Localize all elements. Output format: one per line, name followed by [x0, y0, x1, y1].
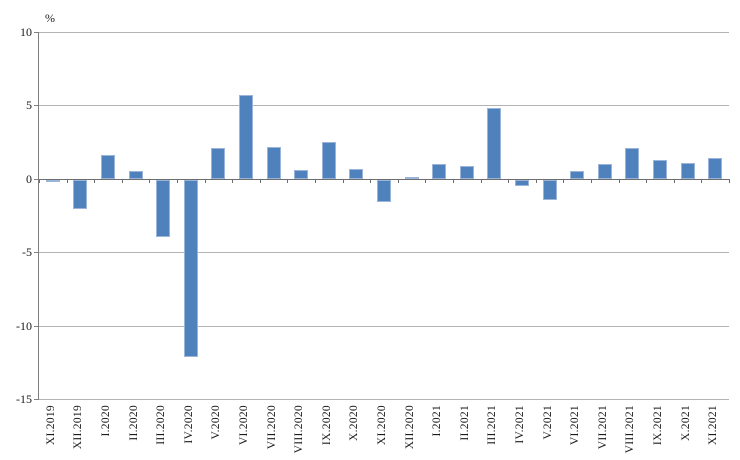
y-axis-tick: [34, 252, 39, 254]
x-axis-tick: [563, 178, 565, 183]
x-axis-tick: [232, 178, 234, 183]
x-axis-label: X.2021: [679, 405, 692, 441]
bar: [183, 179, 198, 358]
y-axis-label: -10: [16, 318, 32, 333]
x-axis-tick: [177, 178, 178, 183]
x-axis-tick: [618, 178, 620, 183]
bar: [542, 179, 557, 201]
bar: [266, 146, 281, 179]
x-axis-tick: [397, 178, 399, 183]
x-axis-tick: [370, 178, 372, 183]
bar: [680, 162, 695, 179]
x-axis-label: IX.2021: [652, 405, 664, 446]
x-axis-label: I.2020: [100, 405, 112, 437]
y-axis-tick: [34, 325, 39, 327]
x-axis-tick: [94, 178, 96, 183]
y-axis-line: [38, 32, 39, 399]
x-axis-tick: [39, 178, 40, 183]
x-axis-label: VI.2020: [238, 405, 250, 446]
bar: [101, 155, 115, 179]
x-axis-label: V.2021: [541, 405, 554, 440]
x-axis-tick: [121, 178, 123, 183]
x-axis-tick: [535, 178, 537, 183]
y-axis-label: 10: [20, 25, 32, 39]
y-axis-unit-label: %: [45, 11, 55, 25]
bar: [515, 179, 529, 186]
bar: [570, 171, 585, 179]
plot-area: % 10 5 0 -5 -10 -15 XI.2019 XII.2019 I.2020 II.20…: [16, 11, 730, 453]
x-axis-tick: [673, 178, 675, 183]
x-axis-label: XII.2020: [403, 405, 416, 450]
bar: [625, 147, 640, 179]
x-axis-tick: [149, 178, 151, 183]
x-axis-tick: [66, 178, 68, 183]
x-axis-tick: [204, 178, 206, 183]
x-axis-label: VIII.2021: [624, 405, 637, 454]
x-axis-tick: [342, 178, 344, 183]
bar: [73, 179, 88, 210]
x-axis-tick: [646, 178, 648, 183]
gridline: [39, 252, 729, 254]
bar: [156, 179, 171, 238]
bar: [45, 179, 60, 182]
bar: [239, 95, 253, 179]
bar: [708, 158, 723, 179]
x-axis-label: X.2020: [348, 405, 361, 441]
x-axis-tick: [701, 178, 703, 183]
y-axis-tick: [34, 178, 39, 180]
x-axis-tick: [425, 178, 427, 183]
gridline: [39, 105, 729, 107]
bar: [128, 171, 143, 179]
bar: [459, 165, 474, 179]
y-axis-label: 5: [26, 98, 32, 113]
bar: [653, 159, 667, 179]
bar: [321, 142, 336, 179]
x-axis-tick: [508, 178, 510, 183]
bar: [597, 164, 612, 179]
gridline: [39, 325, 729, 327]
zero-line: [39, 178, 729, 180]
x-axis-label: XI.2021: [707, 405, 720, 446]
x-axis-label: VIII.2020: [293, 405, 306, 454]
x-axis-tick: [315, 178, 316, 183]
y-axis-tick: [34, 105, 39, 107]
y-axis-label: -5: [22, 245, 32, 260]
bar: [211, 147, 226, 179]
y-axis-tick: [34, 32, 39, 33]
x-axis-label: XI.2020: [376, 405, 388, 446]
gridline: [39, 399, 729, 400]
x-axis-tick: [591, 178, 592, 183]
x-axis-label: III.2021: [486, 405, 499, 445]
x-axis-tick: [259, 178, 261, 183]
x-axis-label: VII.2020: [265, 405, 278, 450]
bar: [349, 168, 364, 179]
y-axis-tick: [34, 399, 39, 400]
x-axis-label: VI.2021: [569, 405, 582, 446]
bar: [377, 179, 391, 202]
x-axis-label: III.2020: [155, 405, 168, 445]
x-axis-label: II.2021: [458, 405, 471, 441]
bar: [487, 108, 502, 179]
x-axis-tick: [480, 178, 482, 183]
x-axis-label: IV.2021: [514, 405, 526, 444]
x-axis-tick: [453, 178, 454, 183]
x-axis-label: VII.2021: [596, 405, 609, 450]
x-axis-label: XI.2019: [44, 405, 57, 446]
x-axis-tick: [729, 178, 730, 183]
bar: [432, 164, 447, 179]
y-axis-label: 0: [26, 171, 32, 186]
x-axis-label: II.2020: [127, 405, 140, 441]
x-axis-label: V.2020: [210, 405, 223, 440]
x-axis-label: IV.2020: [182, 405, 195, 444]
gridline: [39, 32, 729, 33]
x-axis-label: IX.2020: [320, 405, 333, 446]
x-axis-label: XII.2019: [72, 405, 85, 450]
bar: [404, 177, 419, 180]
x-axis-tick: [287, 178, 289, 183]
y-axis-label: -15: [16, 392, 32, 406]
x-axis-label: I.2021: [431, 405, 444, 437]
bar: [294, 169, 309, 179]
